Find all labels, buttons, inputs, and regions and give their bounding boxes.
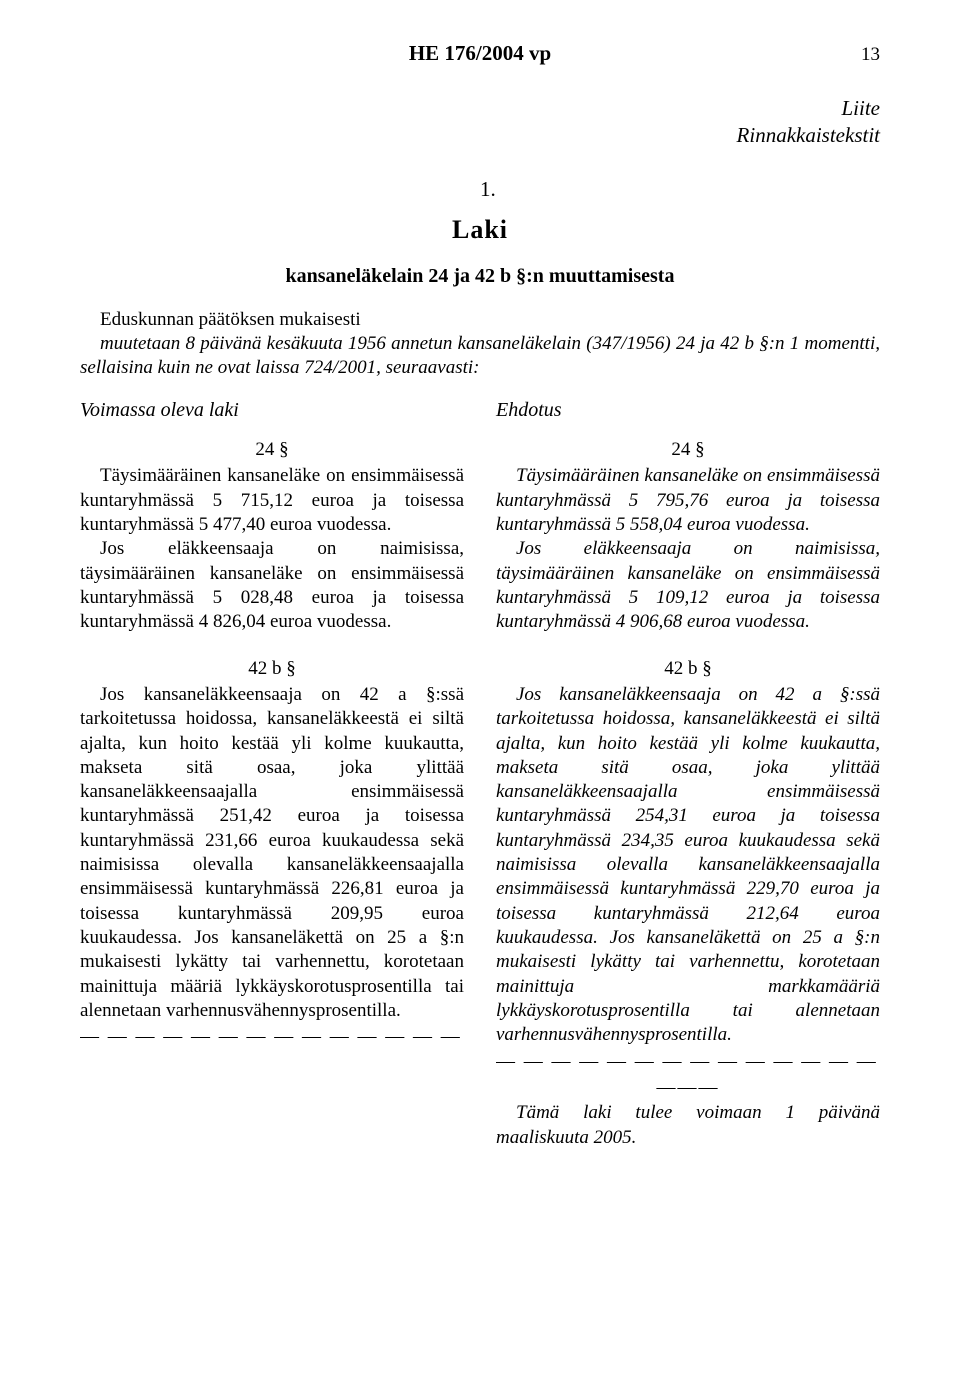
- page-number: 13: [840, 43, 880, 67]
- two-column-layout: Voimassa oleva laki 24 § Täysimääräinen …: [80, 398, 880, 1149]
- annex-block: Liite Rinnakkaistekstit: [80, 95, 880, 148]
- left-column-header: Voimassa oleva laki: [80, 398, 464, 424]
- right-dashes-1: — — — — — — — — — — — — — —: [496, 1050, 880, 1074]
- right-column-header: Ehdotus: [496, 398, 880, 424]
- left-s42b-num: 42 b §: [80, 657, 464, 681]
- right-s42b-num: 42 b §: [496, 657, 880, 681]
- right-s24-p2: Jos eläkkeensaaja on naimisissa, täysimä…: [496, 537, 880, 634]
- preamble: Eduskunnan päätöksen mukaisesti muutetaa…: [80, 308, 880, 381]
- preamble-line2: muutetaan 8 päivänä kesäkuuta 1956 annet…: [80, 332, 880, 381]
- right-s24-p1: Täysimääräinen kansaneläke on ensimmäise…: [496, 464, 880, 537]
- left-column: Voimassa oleva laki 24 § Täysimääräinen …: [80, 398, 464, 1149]
- preamble-line1: Eduskunnan päätöksen mukaisesti: [80, 308, 880, 332]
- document-id: HE 176/2004 vp: [120, 40, 840, 67]
- right-s24-num: 24 §: [496, 438, 880, 462]
- right-short-dash: ———: [496, 1076, 880, 1100]
- left-s24-p2: Jos eläkkeensaaja on naimisissa, täysimä…: [80, 537, 464, 634]
- left-s24-p1: Täysimääräinen kansaneläke on ensimmäise…: [80, 464, 464, 537]
- left-dashes: — — — — — — — — — — — — — —: [80, 1025, 464, 1049]
- law-number: 1.: [80, 176, 880, 203]
- left-s24-num: 24 §: [80, 438, 464, 462]
- page-header: HE 176/2004 vp 13: [80, 40, 880, 67]
- annex-liite: Liite: [80, 95, 880, 121]
- annex-rinnak: Rinnakkaistekstit: [80, 122, 880, 148]
- right-tail: Tämä laki tulee voimaan 1 päivänä maalis…: [496, 1101, 880, 1150]
- right-s42b-p1: Jos kansaneläkkeensaaja on 42 a §:ssä ta…: [496, 683, 880, 1048]
- laki-heading: Laki: [80, 213, 880, 246]
- right-column: Ehdotus 24 § Täysimääräinen kansaneläke …: [496, 398, 880, 1149]
- left-s42b-p1: Jos kansaneläkkeensaaja on 42 a §:ssä ta…: [80, 683, 464, 1023]
- law-title: kansaneläkelain 24 ja 42 b §:n muuttamis…: [80, 264, 880, 290]
